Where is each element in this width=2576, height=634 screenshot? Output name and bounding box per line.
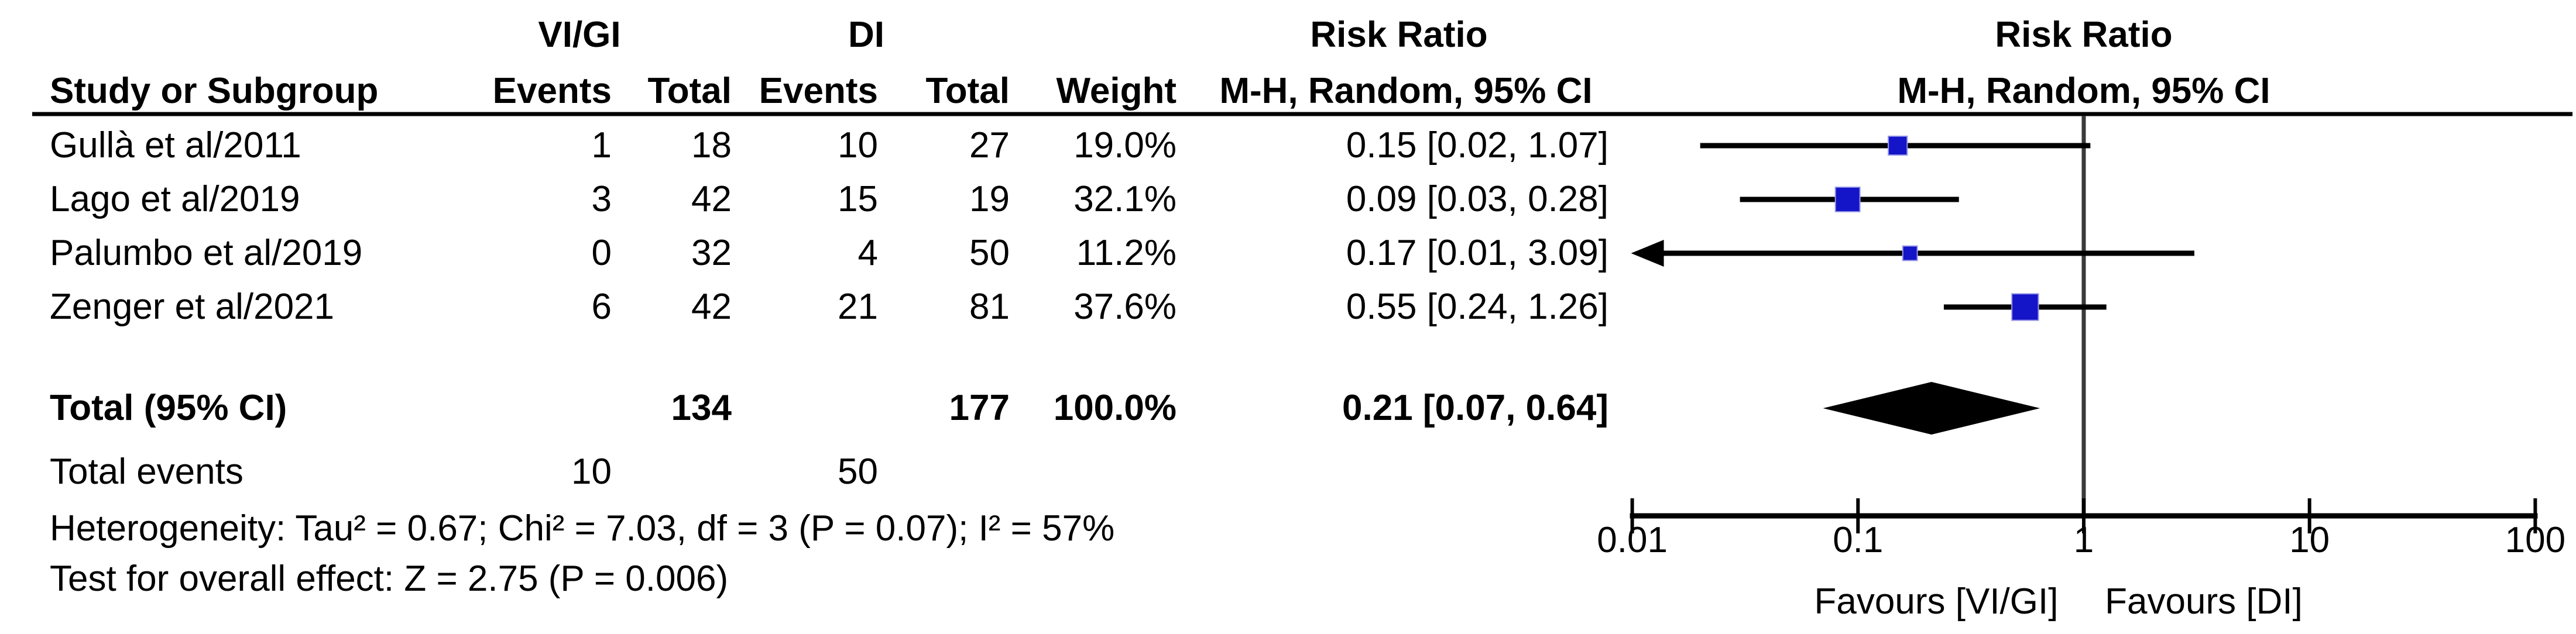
events2-value: 15 <box>838 179 878 219</box>
study-name: Lago et al/2019 <box>50 179 300 219</box>
total2-col-header: Total <box>925 71 1010 111</box>
total1-value: 42 <box>691 287 732 327</box>
total2-value: 27 <box>969 125 1010 166</box>
weight-value: 11.2% <box>1076 233 1176 273</box>
axis-tick-label: 1 <box>2073 520 2094 560</box>
total2-value: 50 <box>969 233 1010 273</box>
events1-value: 0 <box>591 233 612 273</box>
risk-ratio-header-plot: Risk Ratio <box>1995 15 2173 55</box>
total1-value: 42 <box>691 179 732 219</box>
group2-header: DI <box>848 15 884 55</box>
effect-square <box>1902 245 1918 261</box>
effect-square <box>2011 293 2039 321</box>
total2-value: 81 <box>969 287 1010 327</box>
total-row-rr-ci: 0.21 [0.07, 0.64] <box>1342 388 1608 428</box>
method-col-header-text: M-H, Random, 95% CI <box>1219 71 1593 111</box>
effect-square <box>1834 187 1861 212</box>
total-row-total2: 177 <box>949 388 1010 428</box>
weight-value: 19.0% <box>1073 125 1176 166</box>
weight-value: 37.6% <box>1073 287 1176 327</box>
study-name: Gullà et al/2011 <box>50 125 301 166</box>
axis-tick-label: 100 <box>2505 520 2566 560</box>
favours-left-label: Favours [VI/GI] <box>1814 581 2059 622</box>
total-row-total1: 134 <box>671 388 732 428</box>
total1-col-header: Total <box>647 71 732 111</box>
study-name: Zenger et al/2021 <box>50 287 335 327</box>
total-row-weight: 100.0% <box>1053 388 1176 428</box>
overall-effect-test: Test for overall effect: Z = 2.75 (P = 0… <box>50 559 729 599</box>
events2-value: 10 <box>838 125 878 166</box>
effect-square <box>1888 135 1908 156</box>
weight-col-header: Weight <box>1056 71 1177 111</box>
method-col-header-plot: M-H, Random, 95% CI <box>1897 71 2270 111</box>
total1-value: 18 <box>691 125 732 166</box>
total-events-label: Total events <box>50 452 243 492</box>
overall-diamond <box>1823 382 2040 435</box>
events1-col-header: Events <box>492 71 612 111</box>
study-name: Palumbo et al/2019 <box>50 233 363 273</box>
events2-col-header: Events <box>759 71 878 111</box>
rr-ci-value: 0.17 [0.01, 3.09] <box>1346 233 1608 273</box>
axis-tick-label: 0.01 <box>1597 520 1668 560</box>
rr-ci-value: 0.09 [0.03, 0.28] <box>1346 179 1608 219</box>
events2-value: 4 <box>857 233 878 273</box>
total-row-label: Total (95% CI) <box>50 388 287 428</box>
events1-value: 1 <box>591 125 612 166</box>
axis-tick-label: 10 <box>2289 520 2330 560</box>
heterogeneity-stats: Heterogeneity: Tau² = 0.67; Chi² = 7.03,… <box>50 508 1115 549</box>
total2-value: 19 <box>969 179 1010 219</box>
rr-ci-value: 0.55 [0.24, 1.26] <box>1346 287 1608 327</box>
total-events-group2: 50 <box>838 452 878 492</box>
rr-ci-value: 0.15 [0.02, 1.07] <box>1346 125 1608 166</box>
total-events-group1: 10 <box>571 452 612 492</box>
weight-value: 32.1% <box>1073 179 1176 219</box>
group1-header: VI/GI <box>538 15 621 55</box>
risk-ratio-header-text: Risk Ratio <box>1310 15 1488 55</box>
events2-value: 21 <box>838 287 878 327</box>
study-col-header: Study or Subgroup <box>50 71 379 111</box>
events1-value: 6 <box>591 287 612 327</box>
total1-value: 32 <box>691 233 732 273</box>
axis-tick-label: 0.1 <box>1833 520 1884 560</box>
ci-truncation-arrow-icon <box>1631 240 1664 267</box>
events1-value: 3 <box>591 179 612 219</box>
favours-right-label: Favours [DI] <box>2105 581 2303 622</box>
